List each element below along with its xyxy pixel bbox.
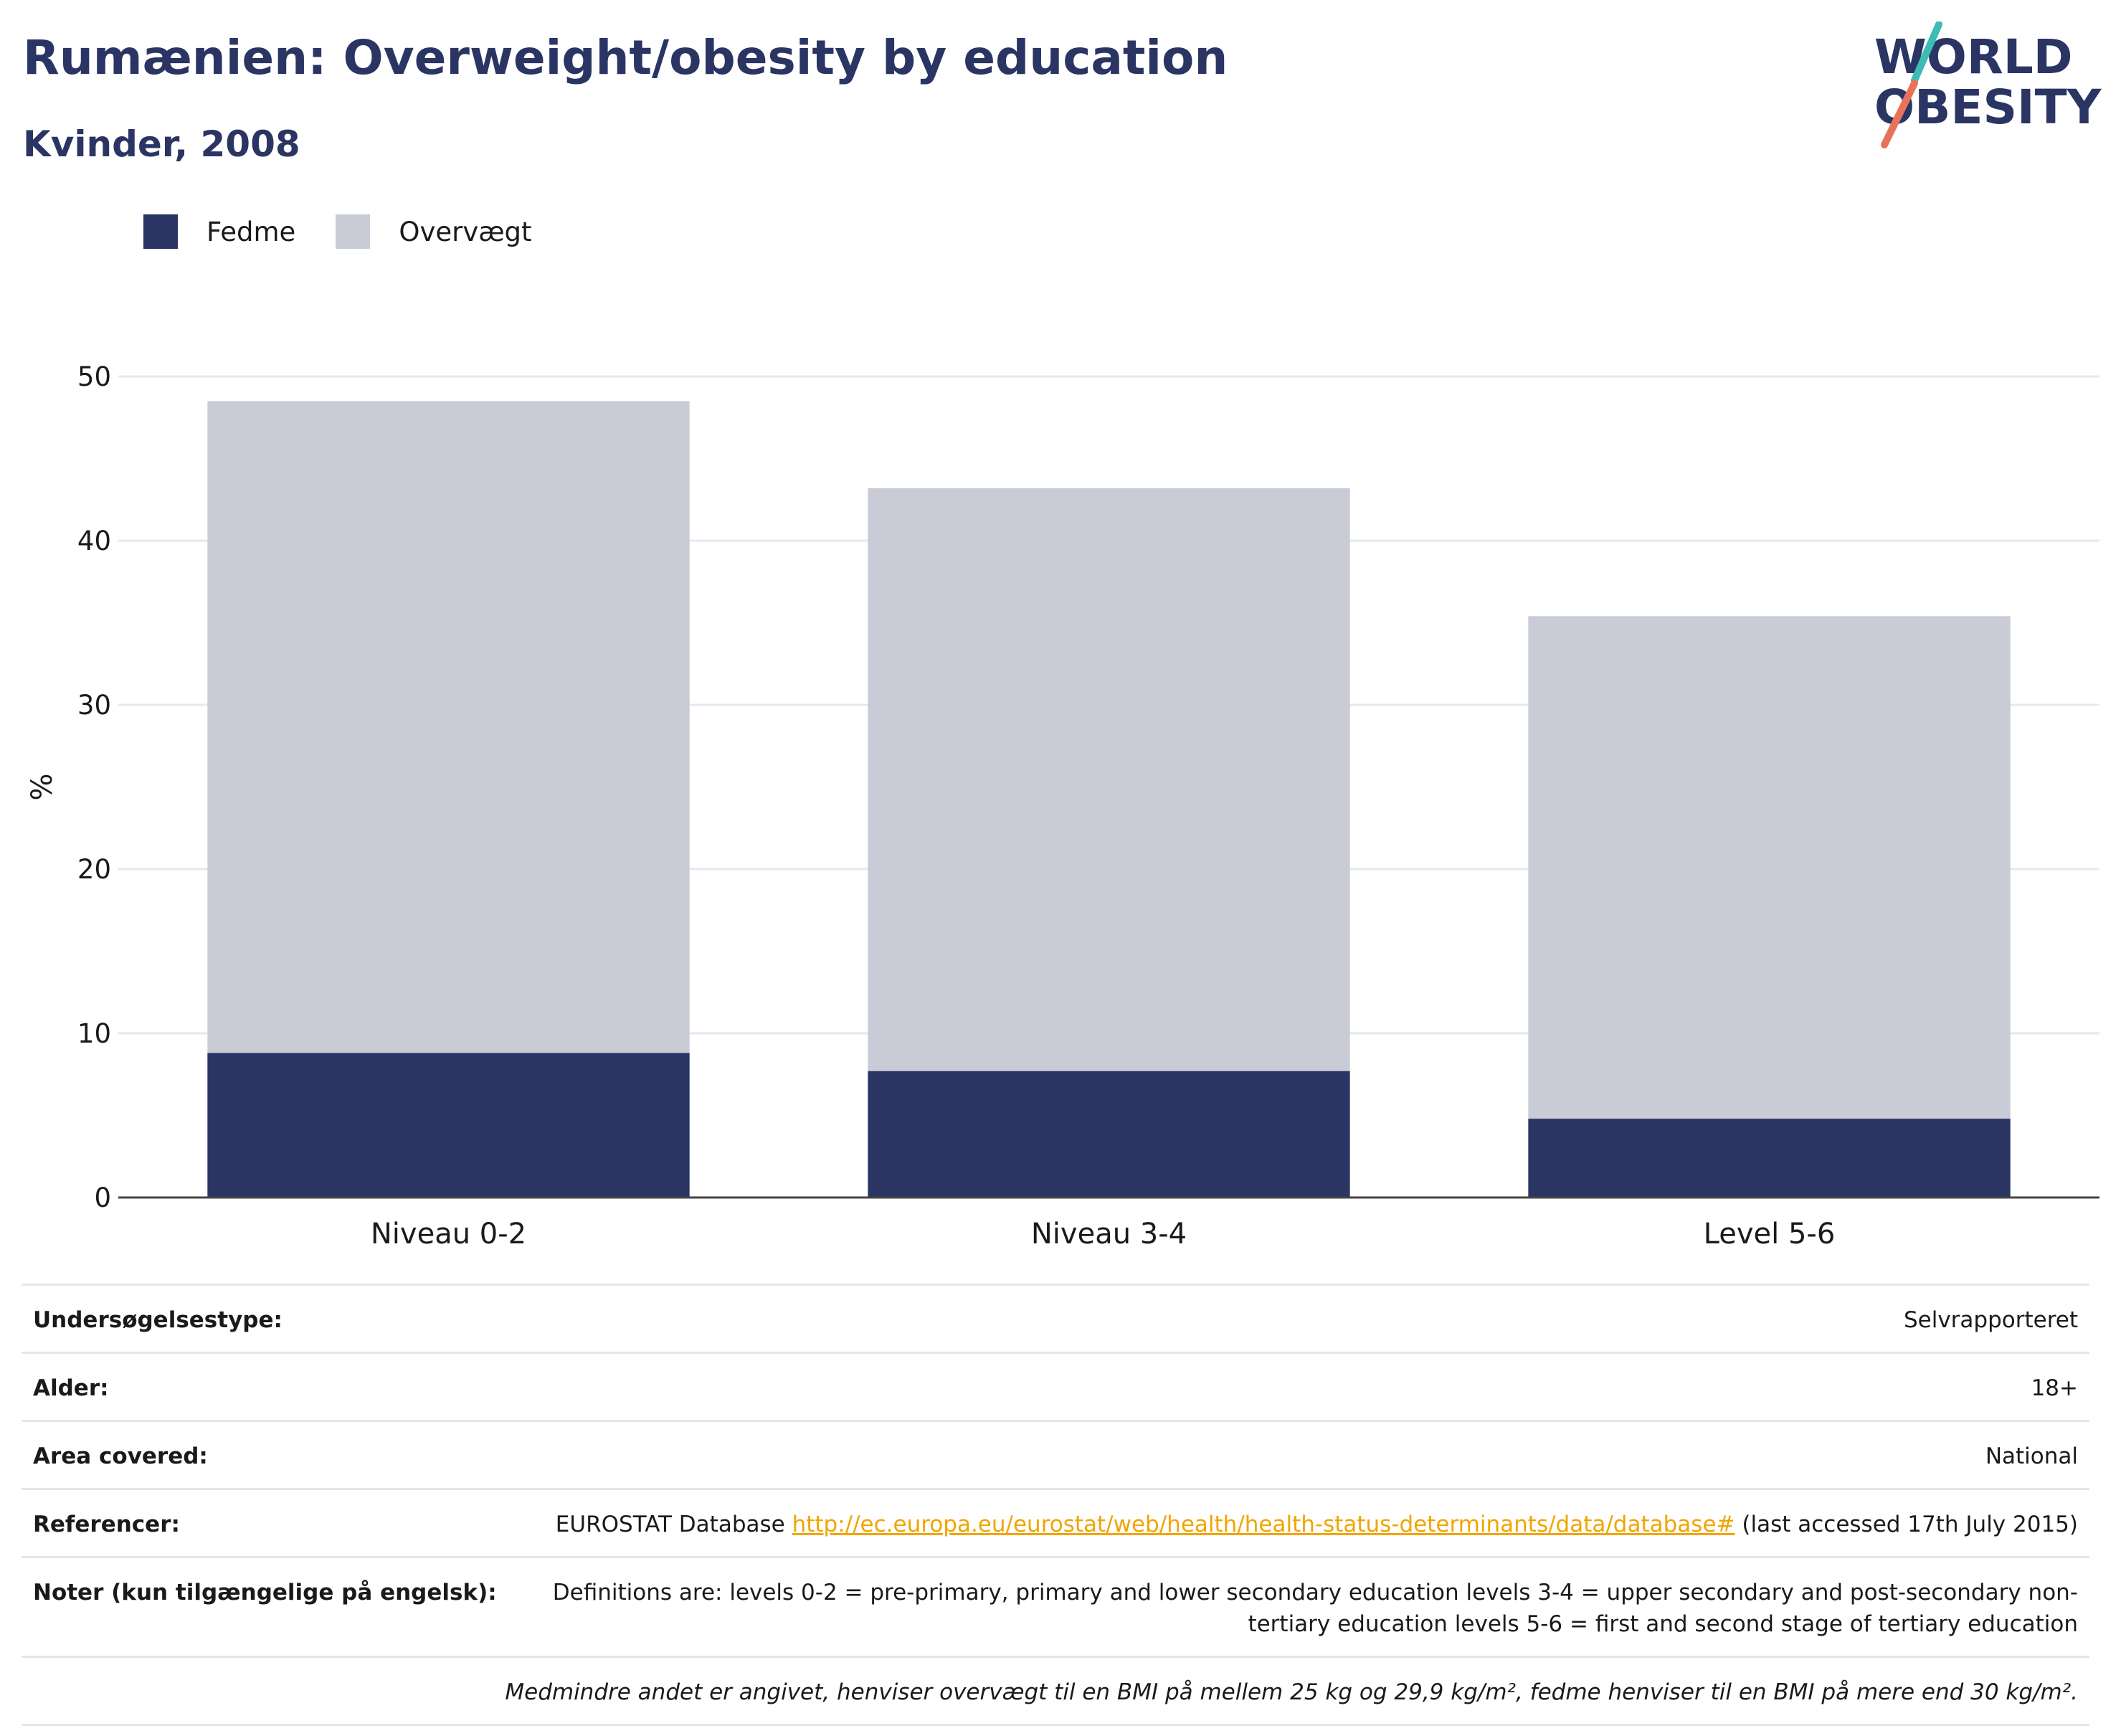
info-row-survey-type: Undersøgelsestype: Selvrapporteret — [22, 1284, 2089, 1352]
chart-legend: Fedme Overvægt — [143, 214, 572, 250]
info-value-age: 18+ — [2031, 1375, 2078, 1401]
info-row-footnote: Medmindre andet er angivet, henviser ove… — [22, 1656, 2089, 1726]
y-tick-label: 50 — [77, 361, 111, 392]
logo-slash-teal — [1911, 22, 1942, 84]
x-tick-label: Niveau 3-4 — [1031, 1218, 1187, 1251]
info-label-area: Area covered: — [33, 1443, 208, 1469]
bar-fedme-3 — [1528, 1119, 2011, 1197]
info-value-area: National — [1985, 1443, 2078, 1469]
bar-overvægt-1 — [207, 401, 690, 1053]
info-value-notes: Definitions are: levels 0-2 = pre-primar… — [552, 1580, 2078, 1637]
legend-swatch-fedme — [143, 214, 178, 249]
y-tick-label: 10 — [77, 1018, 111, 1049]
logo-slash-coral — [1881, 80, 1918, 148]
info-row-references: Referencer: EUROSTAT Database http://ec.… — [22, 1488, 2089, 1556]
legend-label-overvaegt: Overvægt — [399, 216, 532, 247]
reference-prefix: EUROSTAT Database — [555, 1512, 792, 1537]
logo-word-world: WORLD — [1874, 29, 2073, 85]
reference-link[interactable]: http://ec.europa.eu/eurostat/web/health/… — [792, 1512, 1735, 1537]
legend-swatch-overvaegt — [336, 214, 371, 249]
reference-suffix: (last accessed 17th July 2015) — [1735, 1512, 2078, 1537]
bar-fedme-2 — [868, 1071, 1350, 1197]
info-label-notes: Noter (kun tilgængelige på engelsk): — [33, 1580, 497, 1605]
info-row-age: Alder: 18+ — [22, 1352, 2089, 1420]
legend-item-overvaegt[interactable]: Overvægt — [336, 214, 532, 249]
bar-overvægt-3 — [1528, 616, 2011, 1119]
bar-fedme-1 — [207, 1053, 690, 1197]
info-row-area: Area covered: National — [22, 1420, 2089, 1488]
info-table: Undersøgelsestype: Selvrapporteret Alder… — [22, 1284, 2089, 1726]
bar-chart: 0 10 20 30 40 50% Niveau 0-2 Niveau 3-4 Level 5-… — [26, 361, 2099, 1251]
bar-overvægt-2 — [868, 488, 1350, 1071]
y-axis-label: % — [26, 773, 59, 800]
world-obesity-logo: WORLD OBESITY — [1874, 22, 2102, 148]
x-tick-label: Level 5-6 — [1704, 1218, 1836, 1251]
footnote: Medmindre andet er angivet, henviser ove… — [505, 1679, 2078, 1705]
x-tick-label: Niveau 0-2 — [371, 1218, 526, 1251]
info-label-references: Referencer: — [33, 1512, 180, 1537]
info-label-age: Alder: — [33, 1375, 109, 1401]
info-label-survey-type: Undersøgelsestype: — [33, 1307, 283, 1333]
y-tick-label: 30 — [77, 690, 111, 721]
info-value-survey-type: Selvrapporteret — [1903, 1307, 2078, 1333]
info-row-notes: Noter (kun tilgængelige på engelsk): Def… — [22, 1556, 2089, 1656]
chart-title: Rumænien: Overweight/obesity by educatio… — [23, 30, 1228, 85]
info-value-references: EUROSTAT Database http://ec.europa.eu/eu… — [556, 1509, 2078, 1540]
y-tick-label: 40 — [77, 526, 111, 556]
y-tick-label: 20 — [77, 854, 111, 885]
legend-item-fedme[interactable]: Fedme — [143, 214, 295, 249]
chart-subtitle: Kvinder, 2008 — [23, 123, 300, 165]
y-tick-label: 0 — [94, 1182, 111, 1213]
legend-label-fedme: Fedme — [207, 216, 296, 247]
